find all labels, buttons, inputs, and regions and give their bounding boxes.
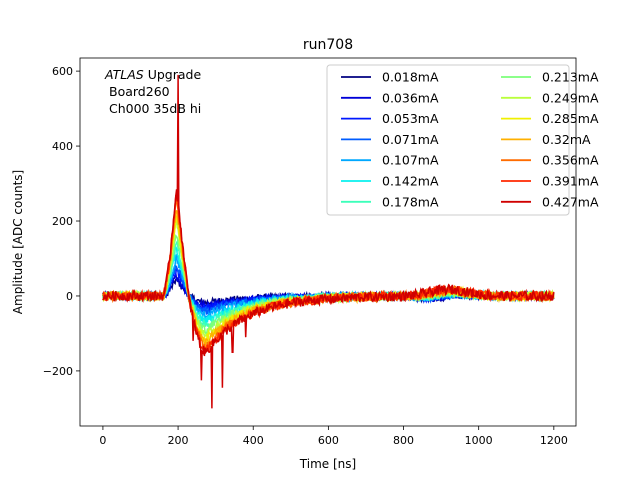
x-tick-label: 0 [99,434,106,447]
legend-item: 0.32mA [501,132,591,147]
legend-item: 0.071mA [341,132,439,147]
y-tick-label: 400 [52,140,73,153]
legend-item: 0.213mA [501,70,599,85]
legend-label: 0.107mA [382,153,439,168]
x-tick-label: 1200 [540,434,568,447]
x-tick-label: 600 [318,434,339,447]
annotation-atlas: ATLAS [104,67,144,82]
x-tick-label: 200 [168,434,189,447]
legend-label: 0.053mA [382,111,439,126]
y-axis-label: Amplitude [ADC counts] [11,170,25,314]
y-axis: −200 0 200 400 600 [43,65,80,378]
legend-item: 0.036mA [341,90,439,105]
y-tick-label: 0 [66,290,73,303]
legend-label: 0.32mA [542,132,591,147]
legend-label: 0.018mA [382,70,439,85]
legend-item: 0.178mA [341,194,439,209]
legend-label: 0.142mA [382,174,439,189]
legend-label: 0.285mA [542,111,599,126]
legend-label: 0.427mA [542,194,599,209]
legend-item: 0.053mA [341,111,439,126]
x-axis-label: Time [ns] [299,457,356,471]
legend-item: 0.356mA [501,153,599,168]
x-axis: 0 200 400 600 800 1000 1200 [99,426,568,447]
legend-label: 0.249mA [542,90,599,105]
y-tick-label: 200 [52,215,73,228]
svg-text:ATLAS Upgrade: ATLAS Upgrade [104,67,201,82]
legend-item: 0.142mA [341,174,439,189]
annotation-board: Board260 [109,84,170,99]
series-group [102,74,555,409]
legend-item: 0.285mA [501,111,599,126]
legend-label: 0.178mA [382,194,439,209]
legend-label: 0.391mA [542,174,599,189]
y-tick-label: −200 [43,365,73,378]
annotation-upgrade: Upgrade [144,67,202,82]
legend-item: 0.391mA [501,174,599,189]
legend-item: 0.018mA [341,70,439,85]
y-tick-label: 600 [52,65,73,78]
legend-label: 0.036mA [382,90,439,105]
legend: 0.018mA 0.036mA 0.053mA 0.071mA 0.107mA 0.142… [326,64,599,216]
annotation-channel: Ch000 35dB hi [109,101,201,116]
legend-label: 0.213mA [542,70,599,85]
legend-label: 0.356mA [542,153,599,168]
legend-box [326,64,570,216]
chart-title: run708 [303,37,353,53]
x-tick-label: 400 [243,434,264,447]
legend-item: 0.427mA [501,194,599,209]
legend-label: 0.071mA [382,132,439,147]
annotation: ATLAS Upgrade Board260 Ch000 35dB hi [104,67,201,116]
legend-item: 0.249mA [501,90,599,105]
series-line-0.427mA [102,74,555,409]
legend-item: 0.107mA [341,153,439,168]
x-tick-label: 1000 [465,434,493,447]
x-tick-label: 800 [393,434,414,447]
